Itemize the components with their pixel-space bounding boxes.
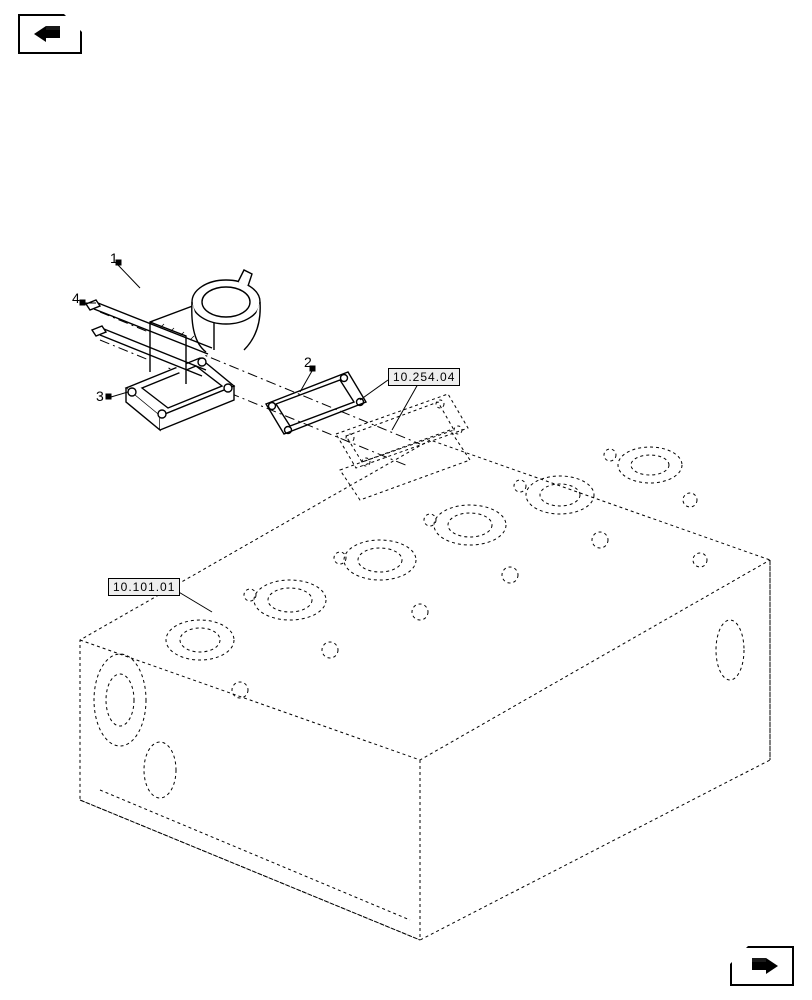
- callout-1: 1: [110, 250, 118, 266]
- page-root: 1 4 3 2 10.254.04 10.101.01: [0, 0, 812, 1000]
- callout-2: 2: [304, 354, 312, 370]
- gasket-item-2: [266, 372, 366, 434]
- housing-item-1-3: [126, 270, 260, 430]
- ref-10-101-01[interactable]: 10.101.01: [108, 578, 180, 596]
- callout-4: 4: [72, 290, 80, 306]
- callout-3: 3: [96, 388, 104, 404]
- exploded-view-diagram: [0, 0, 812, 1000]
- ref-10-254-04[interactable]: 10.254.04: [388, 368, 460, 386]
- cylinder-head-phantom: [80, 430, 770, 940]
